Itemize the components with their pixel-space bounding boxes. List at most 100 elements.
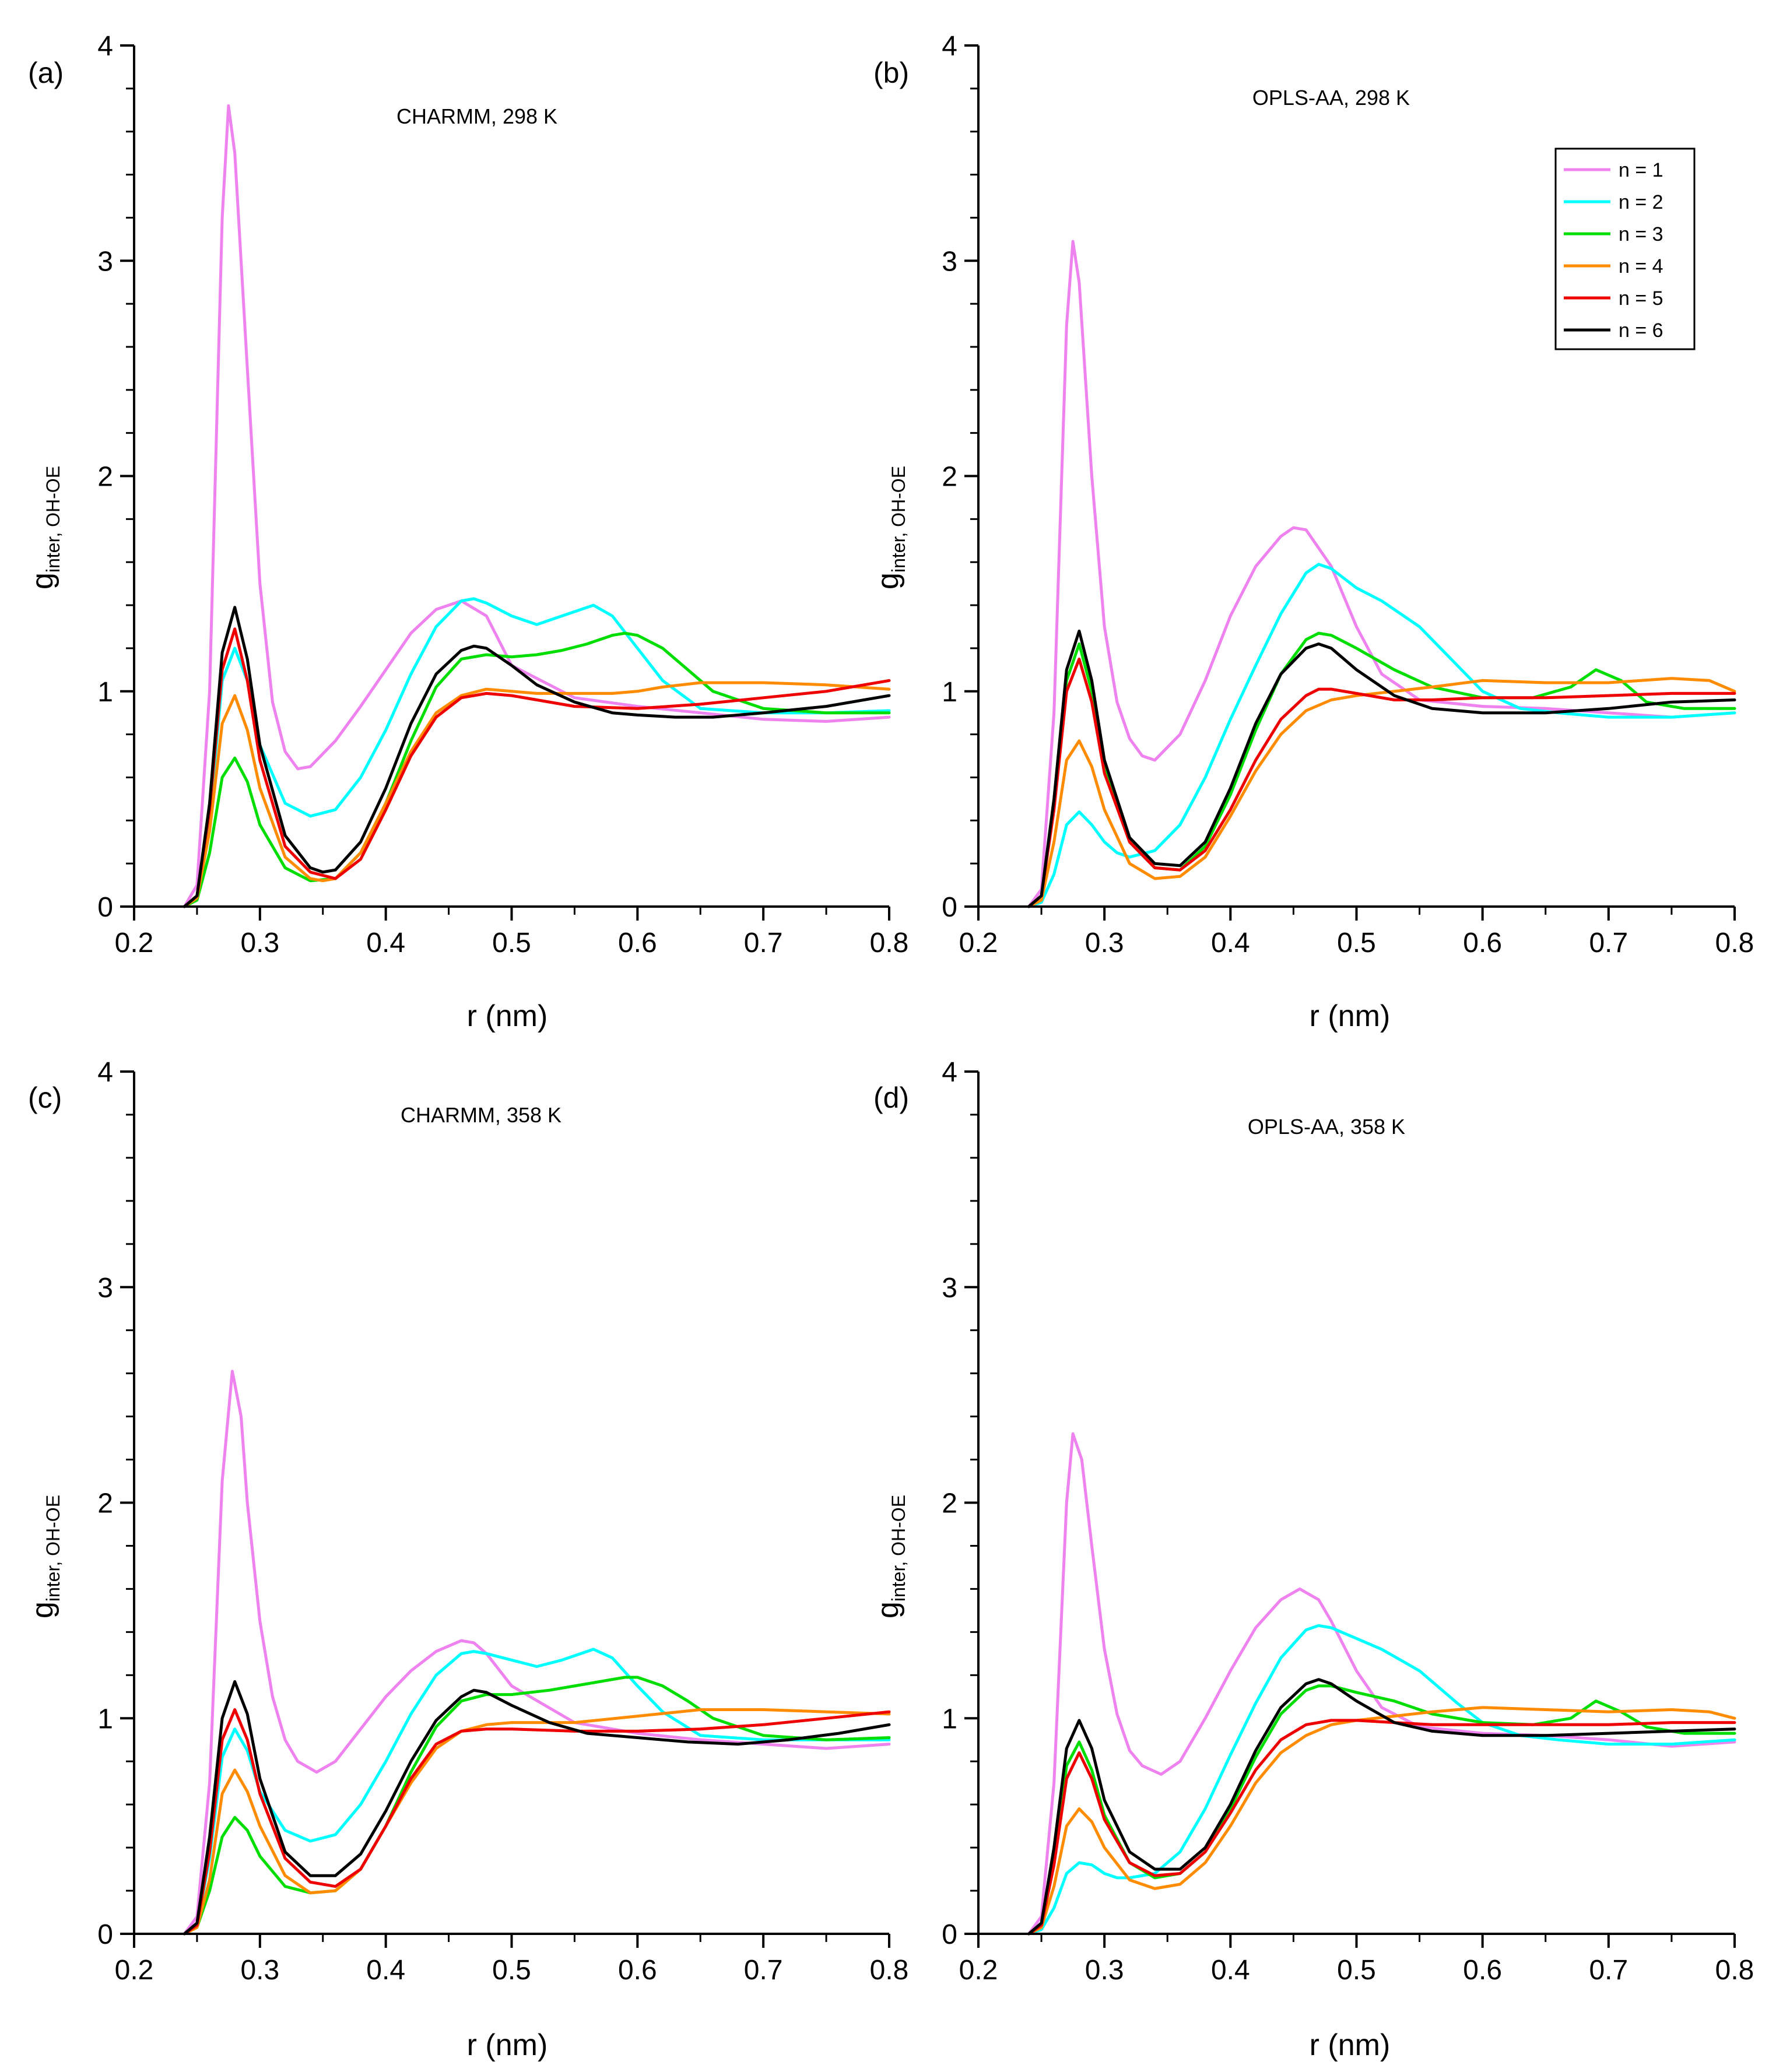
series-line-n6 [1027,629,1736,908]
x-tick-label: 0.4 [1211,928,1250,958]
x-tick-label: 0.5 [1337,1955,1376,1986]
y-tick-label: 3 [97,246,113,277]
x-tick-label: 0.5 [1337,928,1376,958]
y-tick-label: 2 [942,1488,957,1519]
y-tick-label: 4 [97,1057,113,1088]
y-tick-label: 2 [97,462,113,493]
y-axis-title-subscript: inter, OH-OE [43,466,64,573]
panel-d: (d) OPLS-AA, 358 K r (nm) ginter, OH-OE … [871,1057,1754,2062]
y-tick-label: 0 [942,1919,957,1950]
x-tick-label: 0.6 [1463,1955,1502,1986]
x-tick-label: 0.7 [1589,928,1628,958]
x-tick-label: 0.7 [744,1955,783,1986]
panel-title: CHARMM, 298 K [396,104,557,128]
legend-label: n = 1 [1619,159,1663,181]
y-axis-title: ginter, OH-OE [871,1495,909,1618]
series-line-n3 [182,631,891,908]
series-line-n3 [182,1676,891,1936]
x-tick-label: 0.3 [240,928,279,958]
panel-b: (b) OPLS-AA, 298 K r (nm) ginter, OH-OE … [871,31,1754,1033]
y-tick-label: 0 [97,1919,113,1950]
x-tick-label: 0.5 [492,1955,531,1986]
y-tick-label: 4 [97,31,113,62]
x-tick-label: 0.7 [744,928,783,958]
x-tick-label: 0.6 [1463,928,1502,958]
series-line-n5 [1027,1719,1736,1936]
x-tick-label: 0.2 [115,928,154,958]
panel-label: (a) [28,57,64,89]
y-tick-label: 1 [942,1704,957,1734]
panel-a: (a) CHARMM, 298 K r (nm) ginter, OH-OE 0… [26,31,908,1033]
series-line-n6 [182,1680,891,1936]
x-tick-label: 0.4 [366,928,405,958]
panel-title: OPLS-AA, 358 K [1248,1115,1405,1139]
x-tick-label: 0.5 [492,928,531,958]
y-tick-label: 3 [942,246,957,277]
y-axis-title-subscript: inter, OH-OE [888,466,909,573]
legend-label: n = 2 [1619,191,1663,213]
y-tick-label: 4 [942,1057,957,1088]
y-axis-title-main: g [26,1602,59,1618]
y-axis-title: ginter, OH-OE [26,466,64,589]
x-axis-title: r (nm) [1310,999,1391,1033]
panel-label: (c) [28,1081,62,1114]
series-line-n3 [1027,631,1736,908]
legend-label: n = 4 [1619,255,1663,278]
legend: n = 1 n = 2 n = 3 n = 4 n = 5 n = 6 [1554,148,1696,350]
panel-label: (b) [873,57,909,89]
x-tick-label: 0.2 [959,928,998,958]
panel-title: CHARMM, 358 K [401,1103,561,1127]
x-tick-label: 0.7 [1589,1955,1628,1986]
series-line-n1 [1027,1432,1736,1936]
y-axis-title-subscript: inter, OH-OE [888,1495,909,1602]
series-line-n6 [182,606,891,908]
legend-box [1554,148,1696,350]
y-tick-label: 1 [97,677,113,708]
x-tick-label: 0.4 [366,1955,405,1986]
y-tick-label: 3 [942,1273,957,1304]
x-tick-label: 0.4 [1211,1955,1250,1986]
y-tick-label: 0 [942,892,957,923]
series-line-n4 [1027,1706,1736,1936]
x-tick-label: 0.3 [1085,928,1124,958]
x-tick-label: 0.2 [959,1955,998,1986]
series-line-n2 [182,597,891,908]
y-tick-label: 0 [97,892,113,923]
series-line-n2 [182,1648,891,1936]
series-line-n4 [182,681,891,908]
series-line-n5 [182,1708,891,1936]
panel-title: OPLS-AA, 298 K [1252,86,1410,110]
y-axis-title-main: g [871,573,905,589]
x-tick-label: 0.6 [618,928,657,958]
series-line-n1 [1027,240,1736,908]
y-tick-label: 3 [97,1273,113,1304]
x-axis-title: r (nm) [467,2028,548,2062]
series-line-n2 [1027,1624,1736,1936]
x-tick-label: 0.6 [618,1955,657,1986]
series-line-n4 [1027,677,1736,908]
y-axis-title: ginter, OH-OE [26,1495,64,1618]
x-tick-label: 0.8 [1715,928,1754,958]
x-tick-label: 0.8 [870,1955,909,1986]
series-line-n5 [1027,657,1736,908]
series-line-n6 [1027,1678,1736,1936]
y-tick-label: 2 [942,462,957,493]
x-tick-label: 0.8 [1715,1955,1754,1986]
y-axis-title-subscript: inter, OH-OE [43,1495,64,1602]
series-line-n1 [182,104,891,908]
y-axis-title-main: g [26,573,59,589]
panel-c: (c) CHARMM, 358 K r (nm) ginter, OH-OE 0… [26,1057,908,2062]
y-tick-label: 2 [97,1488,113,1519]
x-axis-title: r (nm) [467,999,548,1033]
x-tick-label: 0.8 [870,928,909,958]
y-tick-label: 4 [942,31,957,62]
legend-label: n = 6 [1619,319,1663,342]
y-axis-title-main: g [871,1602,905,1618]
y-axis-title: ginter, OH-OE [871,466,909,589]
x-tick-label: 0.3 [240,1955,279,1986]
legend-label: n = 3 [1619,223,1663,245]
legend-label: n = 5 [1619,287,1663,310]
y-tick-label: 1 [942,677,957,708]
